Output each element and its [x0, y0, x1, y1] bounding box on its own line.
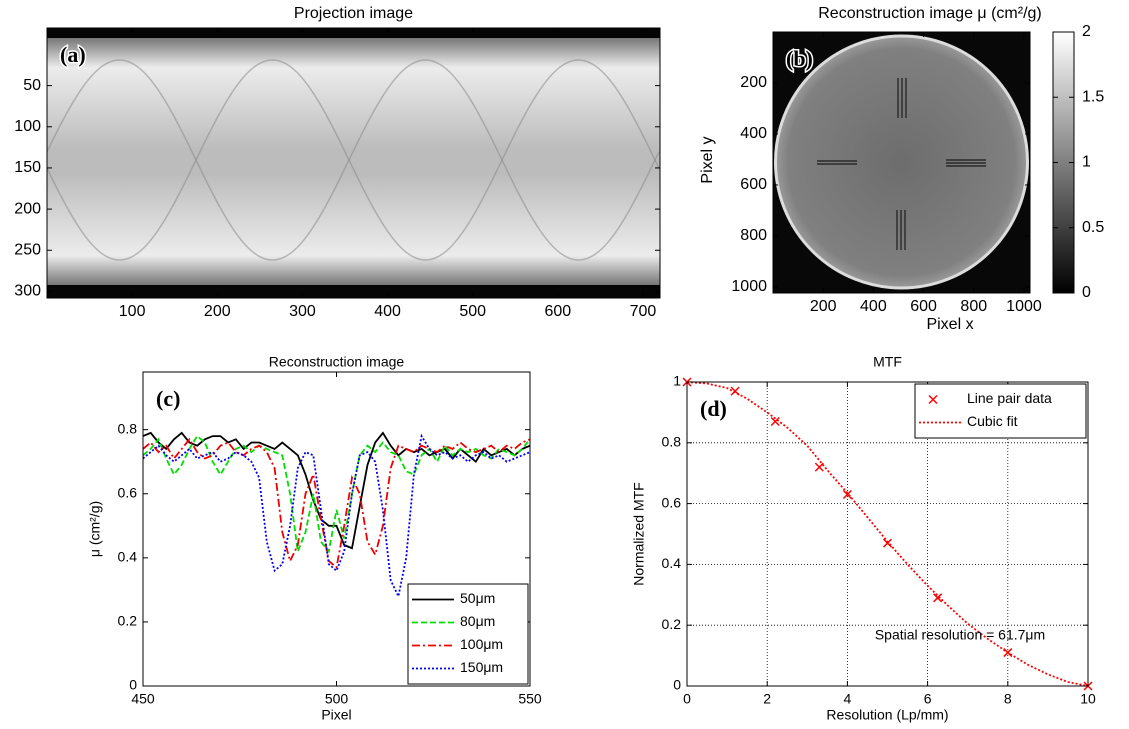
axes-frame	[686, 381, 1089, 687]
x-tick-label: 0	[683, 691, 691, 707]
data-point	[770, 416, 780, 427]
x-tick-label: 300	[289, 303, 316, 320]
x-tick-label: 2	[763, 691, 771, 707]
x-tick-label: 8	[1004, 691, 1012, 707]
reconstruction-image	[773, 31, 1075, 294]
y-tick-label: 1000	[731, 278, 767, 295]
chart-title: Reconstruction image	[269, 354, 405, 370]
legend-label: 100μm	[460, 636, 503, 652]
x-axis-label: Pixel x	[926, 316, 973, 333]
y-tick-label: 0.2	[662, 616, 682, 632]
x-tick-label: 600	[910, 298, 937, 315]
y-tick-label: 600	[740, 176, 767, 193]
x-tick-label: 450	[131, 691, 155, 707]
legend-label: Line pair data	[967, 390, 1052, 406]
x-tick-label: 400	[860, 298, 887, 315]
y-tick-label: 150	[14, 159, 41, 176]
colorbar-tick-label: 0.5	[1082, 219, 1104, 236]
y-tick-label: 0	[129, 677, 137, 693]
y-axis-label: Normalized MTF	[631, 482, 647, 585]
colorbar-tick-label: 0	[1082, 284, 1091, 301]
annotation: Spatial resolution = 61.7μm	[875, 627, 1045, 643]
y-tick-label: 800	[740, 227, 767, 244]
legend-label: 50μm	[460, 590, 495, 606]
panel-label: (d)	[700, 396, 727, 421]
x-tick-label: 400	[374, 303, 401, 320]
colorbar-tick-label: 1	[1082, 154, 1091, 171]
y-tick-label: 400	[740, 125, 767, 142]
legend-label: 150μm	[460, 659, 503, 675]
y-tick-label: 0	[673, 677, 681, 693]
x-tick-label: 10	[1080, 691, 1096, 707]
data-point	[842, 489, 852, 500]
panel-label: (a)	[60, 42, 86, 67]
chart-title: Projection image	[294, 5, 413, 22]
series-line	[686, 381, 1089, 687]
x-tick-label: 100	[119, 303, 146, 320]
x-tick-label: 800	[960, 298, 987, 315]
y-axis-label: μ (cm²/g)	[87, 501, 103, 557]
y-tick-label: 0.4	[118, 549, 138, 565]
x-tick-label: 200	[204, 303, 231, 320]
colorbar-tick-label: 2	[1082, 23, 1091, 40]
axes-frame	[46, 27, 661, 299]
colorbar-tick-label: 1.5	[1082, 88, 1104, 105]
y-tick-label: 200	[740, 74, 767, 91]
axes-frame	[772, 31, 1031, 294]
data-point	[933, 593, 943, 603]
series-line	[142, 437, 531, 570]
y-tick-label: 50	[23, 77, 41, 94]
x-tick-label: 550	[518, 691, 542, 707]
legend-marker	[928, 394, 938, 405]
y-tick-label: 0.6	[118, 484, 138, 500]
y-tick-label: 0.8	[118, 420, 138, 436]
series-line	[142, 434, 531, 555]
y-tick-label: 0.4	[662, 555, 682, 571]
y-tick-label: 0.8	[662, 434, 682, 450]
x-tick-label: 500	[459, 303, 486, 320]
x-axis-label: Resolution (Lp/mm)	[826, 707, 948, 723]
y-tick-label: 250	[14, 241, 41, 258]
legend-label: 80μm	[460, 613, 495, 629]
chart-title: MTF	[873, 354, 902, 370]
data-point	[814, 462, 824, 472]
x-tick-label: 6	[924, 691, 932, 707]
panel-label: (b)	[786, 46, 813, 71]
legend-box	[407, 583, 529, 685]
axes-frame	[142, 371, 531, 687]
x-tick-label: 700	[630, 303, 657, 320]
panel-label: (c)	[156, 386, 180, 411]
y-tick-label: 200	[14, 200, 41, 217]
x-tick-label: 4	[844, 691, 852, 707]
chart-title: Reconstruction image μ (cm²/g)	[818, 5, 1042, 22]
y-axis-label: Pixel y	[699, 136, 716, 183]
y-tick-label: 0.6	[662, 494, 682, 510]
projection-image	[46, 28, 660, 298]
y-tick-label: 100	[14, 118, 41, 135]
y-tick-label: 0.2	[118, 613, 138, 629]
x-tick-label: 500	[325, 691, 349, 707]
x-tick-label: 200	[810, 298, 837, 315]
y-tick-label: 300	[14, 283, 41, 300]
y-tick-label: 1	[673, 373, 681, 389]
series-line	[142, 431, 531, 550]
x-axis-label: Pixel	[321, 707, 351, 723]
x-tick-label: 1000	[1006, 298, 1042, 315]
legend-label: Cubic fit	[967, 413, 1018, 429]
legend-box	[914, 383, 1087, 439]
x-tick-label: 600	[544, 303, 571, 320]
